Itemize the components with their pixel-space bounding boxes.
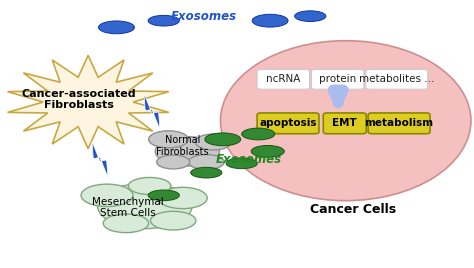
Ellipse shape [158, 187, 207, 209]
FancyBboxPatch shape [311, 69, 364, 89]
Text: ncRNA: ncRNA [266, 74, 301, 84]
Ellipse shape [128, 177, 171, 195]
Ellipse shape [155, 137, 219, 166]
FancyBboxPatch shape [366, 69, 428, 89]
Ellipse shape [205, 133, 241, 146]
Ellipse shape [99, 21, 135, 34]
Text: Cancer Cells: Cancer Cells [310, 203, 396, 217]
Text: Cancer-associated
Fibroblasts: Cancer-associated Fibroblasts [21, 88, 136, 110]
FancyBboxPatch shape [323, 113, 366, 134]
Ellipse shape [149, 131, 188, 148]
Text: protein: protein [319, 74, 356, 84]
Ellipse shape [98, 183, 192, 229]
Ellipse shape [195, 134, 231, 150]
Polygon shape [144, 93, 160, 129]
FancyBboxPatch shape [257, 113, 319, 134]
FancyBboxPatch shape [257, 69, 310, 89]
Ellipse shape [220, 41, 471, 201]
Text: Normal
Fibroblasts: Normal Fibroblasts [156, 135, 209, 157]
Ellipse shape [188, 155, 224, 169]
Ellipse shape [226, 158, 257, 169]
Polygon shape [92, 141, 108, 177]
Ellipse shape [295, 11, 326, 21]
Text: Exosomes: Exosomes [171, 10, 237, 23]
Polygon shape [8, 55, 169, 149]
Ellipse shape [103, 214, 149, 233]
Text: metabolism: metabolism [365, 118, 434, 128]
Ellipse shape [156, 155, 190, 169]
Ellipse shape [151, 211, 196, 230]
Ellipse shape [81, 184, 133, 207]
Ellipse shape [191, 167, 222, 178]
Text: Mesenchymal
Stem Cells: Mesenchymal Stem Cells [92, 196, 164, 218]
Ellipse shape [251, 146, 284, 157]
Ellipse shape [148, 190, 179, 201]
Ellipse shape [242, 128, 275, 140]
Text: EMT: EMT [332, 118, 357, 128]
Ellipse shape [252, 14, 288, 27]
Ellipse shape [148, 15, 179, 26]
Text: Exosomes: Exosomes [216, 153, 282, 166]
Text: apoptosis: apoptosis [259, 118, 317, 128]
FancyBboxPatch shape [368, 113, 430, 134]
Text: metabolites ...: metabolites ... [359, 74, 435, 84]
